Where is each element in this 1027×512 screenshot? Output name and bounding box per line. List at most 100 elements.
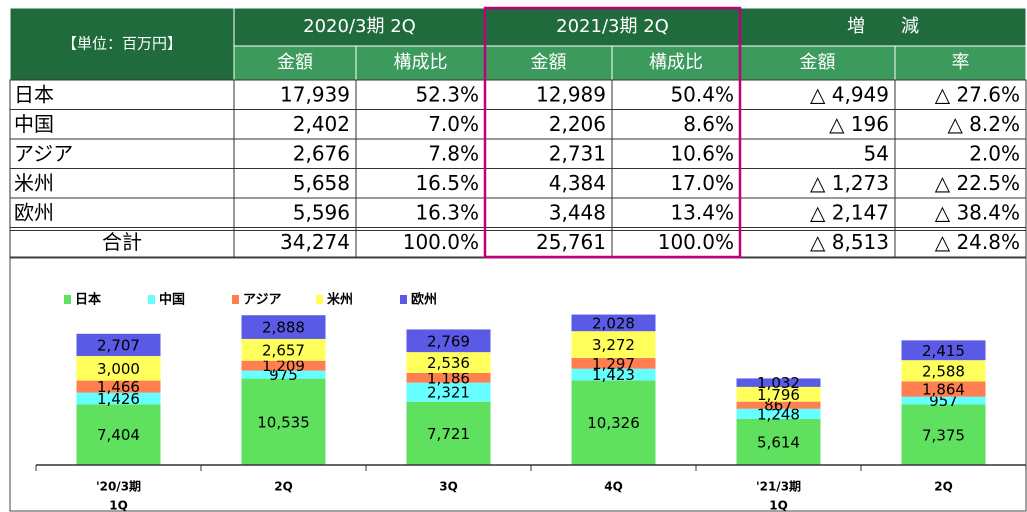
cell-value: △ 24.8%: [935, 230, 1020, 254]
unit-label: 【単位：百万円】: [62, 35, 182, 53]
cell-value: 50.4%: [670, 82, 734, 106]
cell-value: 4,384: [549, 171, 606, 195]
row-label: 欧州: [14, 200, 54, 224]
table-cell: [355, 227, 486, 258]
cell-value: 52.3%: [415, 82, 479, 106]
bar-segment: [901, 404, 986, 465]
legend-swatch: [148, 295, 155, 304]
bar-segment: [571, 331, 656, 359]
cell-value: 17,939: [280, 82, 350, 106]
data-label: 7,375: [922, 426, 965, 444]
header-cell: [739, 45, 896, 81]
table-cell: [355, 197, 486, 228]
data-label: 1,466: [97, 378, 140, 396]
bar-segment: [571, 380, 656, 465]
cell-value: 16.3%: [415, 200, 479, 224]
group-header: 2020/3期 2Q: [303, 16, 416, 37]
table-cell: [9, 227, 235, 258]
cell-value: 5,658: [293, 171, 350, 195]
x-tick-label: 2Q: [934, 480, 953, 494]
bar-segment: [571, 368, 656, 381]
bar-segment: [76, 380, 161, 393]
header-cell: [233, 7, 486, 47]
bar-segment: [406, 352, 491, 373]
data-label: 2,415: [922, 342, 965, 360]
data-label: 7,721: [427, 425, 470, 443]
table-cell: [355, 138, 486, 169]
cell-value: 2,206: [549, 112, 606, 136]
cell-value: 13.4%: [670, 200, 734, 224]
bar-segment: [901, 360, 986, 382]
data-label: 2,769: [427, 332, 470, 350]
bar-segment: [241, 370, 326, 379]
cell-value: 100.0%: [403, 230, 479, 254]
bar-segment: [241, 360, 326, 371]
table-cell: [894, 197, 1027, 228]
table-cell: [611, 109, 741, 140]
cell-value: 5,596: [293, 200, 350, 224]
bar-segment: [571, 358, 656, 369]
table-cell: [739, 79, 896, 110]
table-cell: [894, 109, 1027, 140]
legend-swatch: [232, 295, 239, 304]
cell-value: 34,274: [280, 230, 350, 254]
cell-value: 54: [864, 141, 889, 165]
data-label: 10,535: [257, 413, 310, 431]
header-cell: [355, 45, 486, 81]
table-cell: [9, 168, 235, 199]
table-cell: [894, 168, 1027, 199]
bar-segment: [406, 372, 491, 383]
bar-segment: [901, 396, 986, 405]
table-cell: [355, 109, 486, 140]
data-label: 1,209: [262, 357, 305, 375]
table-cell: [9, 197, 235, 228]
cell-value: △ 196: [829, 112, 889, 136]
legend-swatch: [64, 295, 71, 304]
table-cell: [9, 79, 235, 110]
x-tick-label: 2Q: [274, 480, 293, 494]
table-cell: [484, 168, 613, 199]
data-label: 7,404: [97, 426, 140, 444]
bar-segment: [406, 329, 491, 353]
data-label: 1,426: [97, 390, 140, 408]
legend-label: アジア: [243, 293, 281, 308]
cell-value: 2,731: [549, 141, 606, 165]
table-cell: [233, 197, 357, 228]
cell-value: △ 27.6%: [935, 82, 1020, 106]
cell-value: 100.0%: [658, 230, 734, 254]
bar-segment: [76, 355, 161, 381]
bar-segment: [241, 315, 326, 339]
cell-value: 3,448: [549, 200, 606, 224]
cell-value: △ 8,513: [810, 230, 889, 254]
x-tick-label: 4Q: [604, 480, 623, 494]
cell-value: 2,676: [293, 141, 350, 165]
bar-segment: [406, 401, 491, 465]
bar-segment: [76, 404, 161, 465]
bar-segment: [736, 386, 821, 402]
legend-swatch: [400, 295, 407, 304]
table-cell: [611, 79, 741, 110]
table-cell: [233, 79, 357, 110]
header-cell: [611, 45, 741, 81]
highlight-frame: [483, 6, 742, 259]
x-tick-label: 1Q: [109, 499, 128, 512]
sub-header: 金額: [277, 52, 313, 73]
table-cell: [894, 79, 1027, 110]
cell-value: 17.0%: [670, 171, 734, 195]
data-label: 10,326: [587, 414, 640, 432]
row-label: 中国: [14, 112, 54, 136]
x-tick-label: 3Q: [439, 480, 458, 494]
table-cell: [894, 138, 1027, 169]
data-label: 2,588: [922, 362, 965, 380]
cell-value: 25,761: [536, 230, 606, 254]
x-tick-label: '20/3期: [96, 479, 141, 494]
bar-segment: [736, 401, 821, 409]
cell-value: 16.5%: [415, 171, 479, 195]
data-label: 1,864: [922, 381, 965, 399]
data-label: 3,272: [592, 336, 635, 354]
table-cell: [739, 109, 896, 140]
bar-segment: [736, 378, 821, 387]
legend-label: 欧州: [411, 292, 437, 308]
cell-value: 10.6%: [670, 141, 734, 165]
